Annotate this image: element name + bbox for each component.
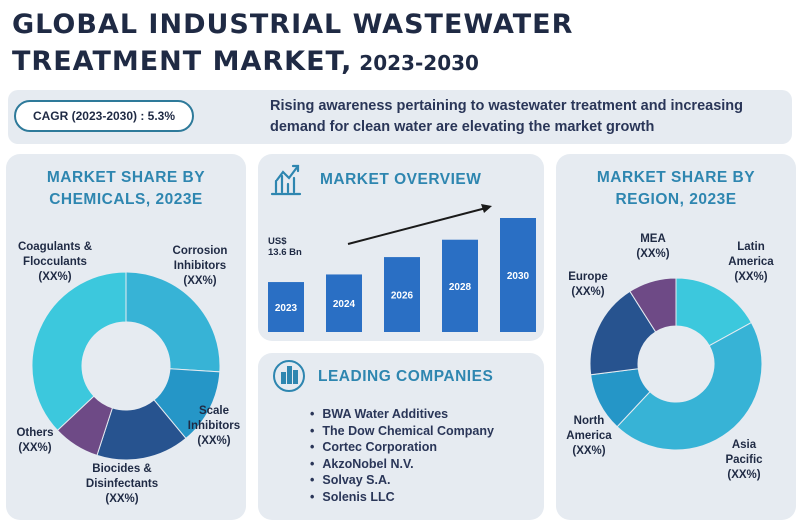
us-label: US$ 13.6 Bn [268,236,302,258]
bar-2024 [326,274,362,332]
region-title: MARKET SHARE BY REGION, 2023E [556,167,796,211]
page-title: GLOBAL INDUSTRIAL WASTEWATER TREATMENT M… [12,6,573,82]
label-coagulants: Coagulants & Flocculants (XX%) [17,241,93,283]
bar-label-2028: 2028 [449,282,472,293]
trend-arrow-head [481,204,492,213]
chemicals-title: MARKET SHARE BY CHEMICALS, 2023E [6,167,246,211]
label-biocides: Biocides & Disinfectants (XX%) [85,463,159,505]
chemicals-title-line-1: MARKET SHARE BY [46,169,206,186]
label-corrosion: Corrosion Inhibitors (XX%) [172,245,228,287]
label-others: Others (XX%) [16,427,54,454]
slice-corrosion-inhibitors [125,271,221,373]
bar-label-2024: 2024 [333,299,356,310]
slice-coagulants-flocculants [31,271,127,432]
trend-arrow-line [347,207,487,245]
bar-2030 [500,218,536,332]
list-item: Cortec Corporation [310,439,494,456]
label-apac: Asia Pacific (XX%) [725,439,763,481]
title-line-2: TREATMENT MARKET, 2023-2030 [12,43,573,82]
bar-2028 [442,239,478,332]
chemicals-title-line-2: CHEMICALS, 2023E [49,191,203,208]
cagr-badge: CAGR (2023-2030) : 5.3% [14,100,194,132]
bar-label-2030: 2030 [507,271,530,282]
list-item: Solvay S.A. [310,472,494,489]
label-scale: Scale Inhibitors (XX%) [187,405,241,447]
label-europe: Europe (XX%) [568,271,608,298]
bar-2023 [268,282,304,332]
banner-text: Rising awareness pertaining to wastewate… [270,98,743,135]
region-title-line-1: MARKET SHARE BY [596,169,756,186]
bar-label-2023: 2023 [275,303,298,314]
list-item: The Dow Chemical Company [310,423,494,440]
list-item: Solenis LLC [310,489,494,506]
label-latam: Latin America (XX%) [728,241,774,283]
title-years: 2023-2030 [352,51,479,75]
slice-mea [629,277,677,333]
slice-asia-pacific [616,321,763,451]
bar-label-2026: 2026 [391,291,414,302]
list-item: BWA Water Additives [310,406,494,423]
overview-title: MARKET OVERVIEW [320,171,482,188]
region-title-line-2: REGION, 2023E [615,191,737,208]
label-mea: MEA (XX%) [636,233,670,260]
title-line-1: GLOBAL INDUSTRIAL WASTEWATER [12,9,574,40]
companies-list: BWA Water Additives The Dow Chemical Com… [310,406,494,505]
bar-2026 [384,257,420,332]
label-na: North America (XX%) [566,415,612,457]
companies-title: LEADING COMPANIES [318,368,494,385]
title-line-2-text: TREATMENT MARKET, [12,46,353,77]
list-item: AkzoNobel N.V. [310,456,494,473]
